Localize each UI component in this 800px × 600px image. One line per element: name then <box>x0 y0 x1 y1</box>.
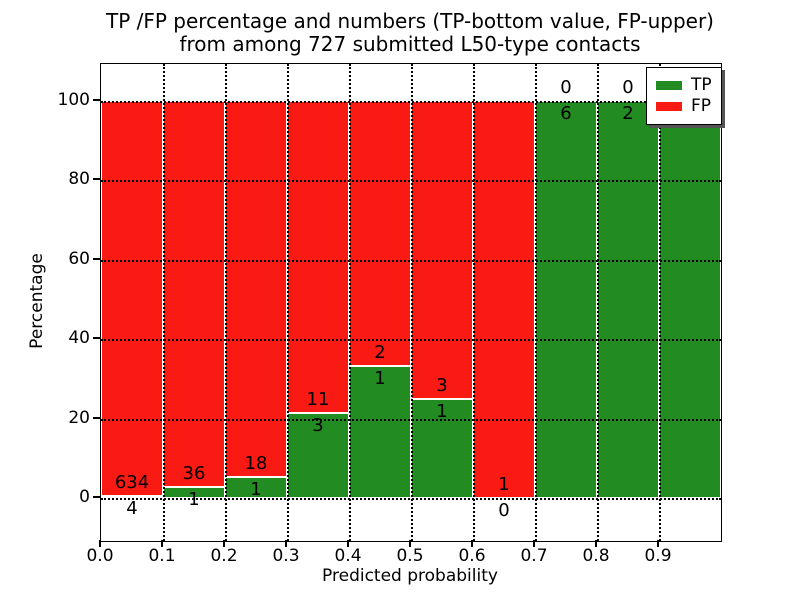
x-tick-label: 0.4 <box>334 546 362 566</box>
x-tick-mark <box>657 540 659 547</box>
bar-label-tp: 1 <box>250 479 262 501</box>
bar-label-tp: 0 <box>498 500 510 521</box>
x-tick-label: 0.0 <box>86 546 114 566</box>
x-tick-mark <box>595 540 597 547</box>
x-tick-mark <box>285 540 287 547</box>
gridline-vertical <box>535 64 537 541</box>
legend-swatch-tp <box>656 81 682 90</box>
bar-label-tp: 4 <box>126 497 138 519</box>
y-tick-label: 80 <box>68 169 90 190</box>
gridline-vertical <box>597 64 599 541</box>
y-tick-mark <box>93 416 100 419</box>
x-tick-label: 0.6 <box>458 546 486 566</box>
x-tick-mark <box>347 540 349 547</box>
x-tick-mark <box>409 540 411 547</box>
bar-tp <box>659 101 721 498</box>
chart-title-line2: from among 727 submitted L50-type contac… <box>179 32 641 56</box>
y-tick-label: 100 <box>57 90 90 110</box>
chart-title: TP /FP percentage and numbers (TP-bottom… <box>106 10 714 56</box>
x-axis-label: Predicted probability <box>322 566 498 586</box>
legend-label-fp: FP <box>691 96 712 116</box>
bar-fp <box>163 101 225 488</box>
bar-label-fp: 36 <box>182 463 206 485</box>
legend-label-tp: TP <box>691 75 712 95</box>
bar-label-fp: 0 <box>560 77 572 98</box>
y-tick-label: 60 <box>68 248 90 269</box>
bar-fp <box>101 101 163 496</box>
bar-label-tp: 1 <box>436 400 448 422</box>
bar-label-fp: 18 <box>244 453 268 475</box>
x-tick-label: 0.2 <box>210 546 238 566</box>
y-tick-label: 40 <box>68 328 90 349</box>
legend-item-fp: FP <box>656 98 712 115</box>
x-tick-label: 0.5 <box>396 546 424 566</box>
gridline-vertical <box>659 64 661 541</box>
bar-tp <box>411 398 473 498</box>
bar-label-fp: 3 <box>436 374 448 396</box>
gridline-vertical <box>349 64 351 541</box>
x-tick-label: 0.3 <box>272 546 300 566</box>
bar-fp <box>225 101 287 478</box>
x-tick-mark <box>99 540 101 547</box>
bar-tp <box>101 495 163 498</box>
bar-fp <box>349 101 411 366</box>
gridline-vertical <box>163 64 165 541</box>
bar-label-fp: 2 <box>374 341 386 363</box>
x-tick-label: 0.9 <box>644 546 672 566</box>
legend-item-tp: TP <box>656 77 712 94</box>
y-tick-label: 0 <box>79 487 90 507</box>
bar-fp <box>473 101 535 498</box>
y-tick-label: 20 <box>68 407 90 428</box>
x-tick-mark <box>533 540 535 547</box>
gridline-vertical <box>225 64 227 541</box>
x-tick-label: 0.8 <box>582 546 610 566</box>
x-tick-mark <box>223 540 225 547</box>
bar-label-fp: 0 <box>622 77 634 98</box>
bar-label-fp: 634 <box>114 471 150 493</box>
y-tick-mark <box>93 99 100 101</box>
chart-title-line1: TP /FP percentage and numbers (TP-bottom… <box>106 9 714 33</box>
x-tick-mark <box>161 540 163 547</box>
bar-label-tp: 3 <box>312 414 324 436</box>
y-tick-mark <box>93 257 100 260</box>
bar-label-tp: 1 <box>188 489 200 511</box>
bar-label-fp: 11 <box>306 388 330 410</box>
y-tick-mark <box>93 496 100 498</box>
x-tick-mark <box>471 540 473 547</box>
legend-swatch-fp <box>656 102 682 111</box>
legend: TP FP <box>646 67 722 125</box>
bar-fp <box>287 101 349 413</box>
bar-tp <box>349 365 411 498</box>
bar-tp <box>597 101 659 498</box>
plot-area: 6344361181113213110060203 <box>100 63 722 542</box>
gridline-vertical <box>287 64 289 541</box>
bar-label-tp: 6 <box>560 103 572 124</box>
bar-label-tp: 2 <box>622 103 634 124</box>
gridline-vertical <box>473 64 475 541</box>
bar-fp <box>411 101 473 399</box>
bar-tp <box>535 101 597 498</box>
y-tick-mark <box>93 337 100 340</box>
x-tick-label: 0.7 <box>520 546 548 566</box>
y-tick-mark <box>93 178 100 181</box>
bar-label-fp: 1 <box>498 474 510 495</box>
bar-label-tp: 1 <box>374 367 386 389</box>
bar-tp <box>287 412 349 498</box>
x-tick-label: 0.1 <box>148 546 176 566</box>
gridline-vertical <box>411 64 413 541</box>
